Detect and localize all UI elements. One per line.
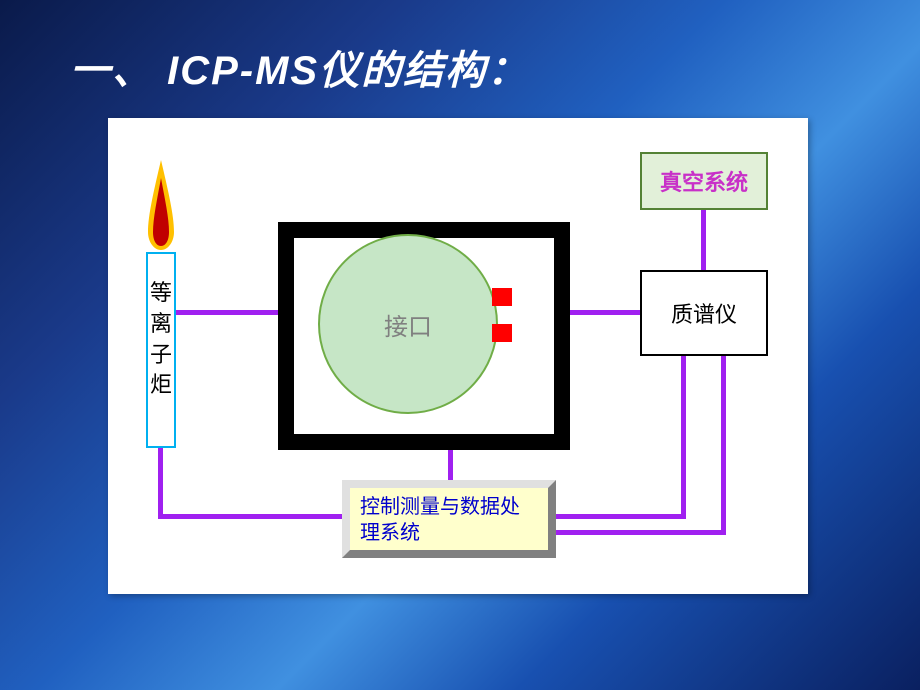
connector-line — [158, 448, 163, 516]
connector-line — [448, 450, 453, 482]
diagram-canvas: 接口 等离子炬 真空系统 质谱仪 控制测量与数据处理系统 — [108, 118, 808, 594]
flame-icon — [148, 160, 174, 250]
connector-line — [556, 530, 726, 535]
connector-line — [681, 356, 686, 519]
red-connector — [492, 288, 512, 306]
vacuum-system-node: 真空系统 — [640, 152, 768, 210]
connector-line — [556, 514, 686, 519]
spectrometer-label: 质谱仪 — [671, 297, 737, 329]
connector-line — [721, 356, 726, 534]
connector-line — [701, 210, 706, 272]
vacuum-label: 真空系统 — [660, 165, 748, 197]
control-system-node: 控制测量与数据处理系统 — [342, 480, 556, 558]
control-label: 控制测量与数据处理系统 — [360, 496, 520, 544]
red-connector — [492, 324, 512, 342]
interface-label: 接口 — [384, 307, 432, 342]
spectrometer-node: 质谱仪 — [640, 270, 768, 356]
connector-line — [158, 514, 346, 519]
page-title: 一、 ICP-MS仪的结构： — [70, 38, 529, 96]
interface-node: 接口 — [318, 234, 498, 414]
plasma-torch-label: 等离子炬 — [150, 278, 172, 401]
